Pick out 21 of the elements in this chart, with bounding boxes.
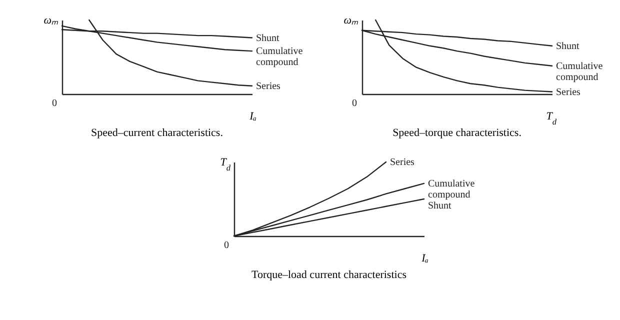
text: 0 [224,240,229,251]
y-axis-title: T$_{d}$ [220,156,232,172]
text: Speed–current characteristics. [91,127,224,139]
x-axis-title: Iₐ [248,110,256,122]
text: Speed–torque characteristics. [392,127,522,139]
series-label: Series [556,86,581,98]
series-label: Shunt [556,40,580,52]
series-label: Cumulative compound [428,178,476,200]
series-label: Series [390,157,415,168]
y-axis-title: ωₘ [44,14,58,26]
series-label: Series [256,80,281,92]
x-axis-title: Iₐ [420,252,428,264]
text: 0 [352,98,357,109]
series-label: Cumulative compound [556,60,604,83]
series-label: Shunt [256,32,280,44]
text: 0 [52,98,57,109]
text: Torque–load current characteristics [252,269,406,281]
y-axis-title: ωₘ [344,14,358,26]
series-label: Shunt [428,200,452,212]
series-label: Cumulative compound [256,46,304,68]
x-axis-title: T$_{d}$ [546,110,558,126]
